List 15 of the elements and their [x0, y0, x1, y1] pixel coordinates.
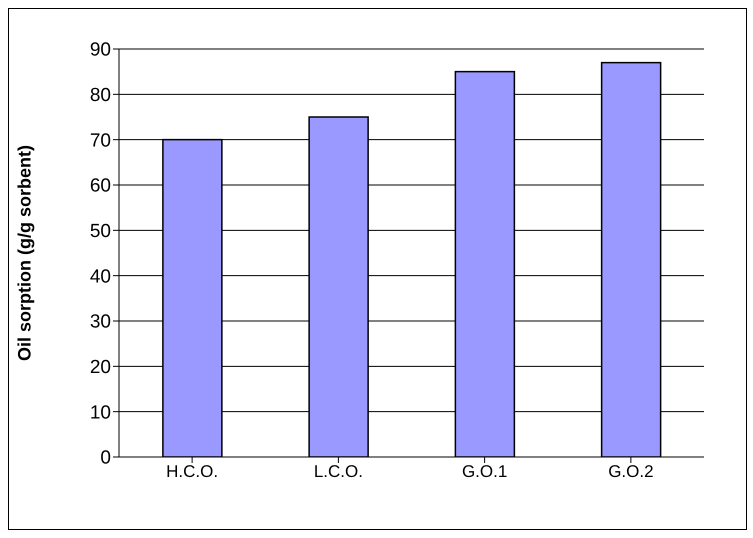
x-tick-label: G.O.1 — [462, 462, 508, 482]
y-tick-label: 70 — [90, 130, 111, 152]
x-tick-label: H.C.O. — [166, 462, 218, 482]
y-axis-title: Oil sorption (g/g sorbent) — [14, 145, 34, 361]
x-tick-label: G.O.2 — [608, 462, 654, 482]
y-tick-label: 80 — [90, 85, 111, 106]
y-tick-label: 50 — [90, 221, 111, 242]
y-tick-label: 20 — [90, 357, 111, 378]
y-tick-label: 0 — [100, 448, 111, 469]
y-tick-label: 60 — [90, 176, 111, 197]
y-tick-label: 90 — [90, 40, 111, 61]
y-tick-label: 30 — [90, 312, 111, 333]
x-tick-label: L.C.O. — [314, 462, 363, 482]
y-tick-label: 40 — [90, 266, 111, 288]
y-tick-label: 10 — [90, 402, 111, 424]
